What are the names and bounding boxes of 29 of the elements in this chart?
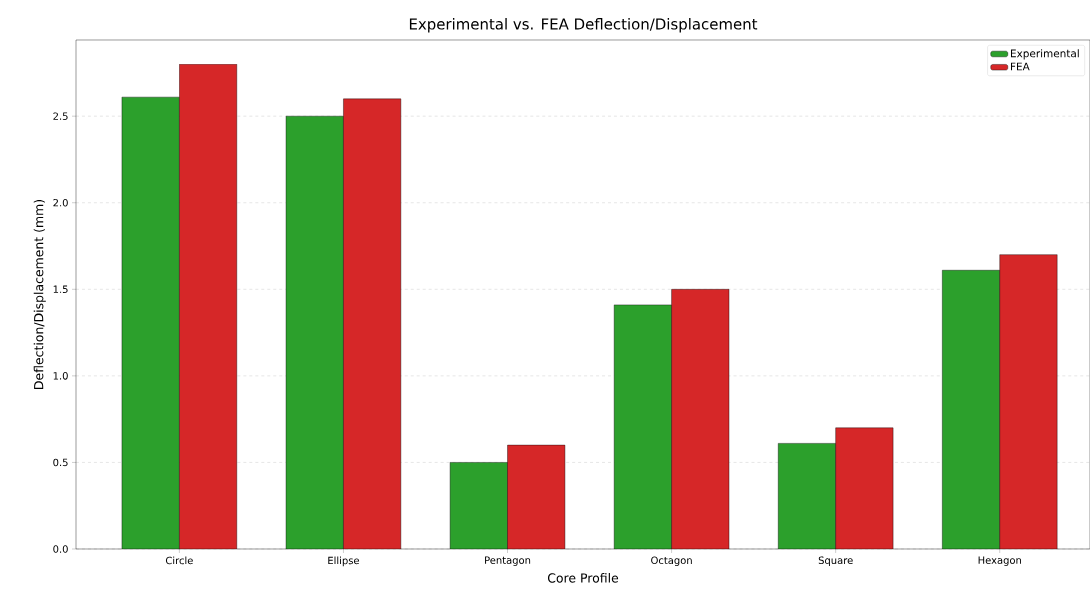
y-tick-label: 1.5 <box>53 285 68 294</box>
bar <box>507 444 566 549</box>
bar <box>343 98 402 549</box>
x-tick-label: Octagon <box>651 556 692 566</box>
bar <box>121 96 180 549</box>
bar <box>614 304 672 549</box>
bar <box>179 64 237 549</box>
bar <box>999 254 1058 549</box>
x-tick-label: Hexagon <box>978 556 1021 566</box>
x-tick-label: Circle <box>165 556 193 565</box>
y-axis-title: Deflection/Displacement (mm) <box>33 199 46 389</box>
y-tick-label: 0.5 <box>53 458 68 467</box>
legend-label: Experimental <box>1011 49 1079 60</box>
bar <box>778 443 836 549</box>
bar <box>942 270 1000 549</box>
y-tick-label: 0.0 <box>53 545 68 553</box>
bar <box>671 289 730 549</box>
legend-label: FEA <box>1011 62 1030 71</box>
x-axis-title: Core Profile <box>547 573 619 583</box>
y-tick-label: 2.0 <box>53 198 68 207</box>
x-tick-label: Pentagon <box>485 556 531 566</box>
x-tick-label: Square <box>818 556 853 566</box>
y-tick-label: 2.5 <box>53 112 68 120</box>
chart-title: Experimental vs. FEA Deflection/Displacement <box>409 18 758 33</box>
bar <box>835 427 894 549</box>
bar <box>285 115 344 549</box>
x-tick-label: Ellipse <box>328 556 360 567</box>
bar <box>449 462 508 549</box>
y-tick-label: 1.0 <box>53 372 68 380</box>
